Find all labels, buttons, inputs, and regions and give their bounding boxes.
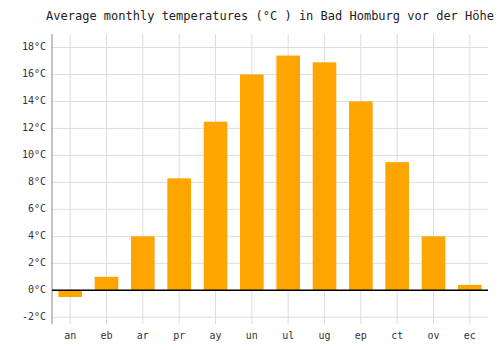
axes: -2°C 0°C 2°C 4°C 6°C 8°C 10°C 12°C 14°C 16°C 18°C a… [22,34,476,341]
grid [52,34,488,324]
page: {"chart_data": {"type": "bar", "title": … [0,0,500,350]
x-tick-label: pr [173,330,185,341]
bar [95,277,119,290]
bar [458,285,482,290]
y-tick-label: 14°C [22,95,46,106]
x-tick-label: ct [391,330,403,341]
bar [204,122,228,291]
bar [422,236,446,290]
x-tick-label: ar [137,330,149,341]
y-grid-line [52,74,488,75]
bar [385,162,409,290]
y-tick-label: 2°C [28,257,46,268]
y-tick-label: 8°C [28,176,46,187]
x-tick-label: ul [282,330,294,341]
y-tick-label: 18°C [22,41,46,52]
x-tick-label: an [64,330,76,341]
bar [58,290,82,297]
y-tick-label: 12°C [22,122,46,133]
y-tick-label: 4°C [28,230,46,241]
y-grid-line [52,128,488,129]
y-grid-line [52,155,488,156]
x-grid-line [469,34,470,324]
y-axis-line [52,34,53,324]
y-grid-line [52,101,488,102]
y-grid-line [52,317,488,318]
x-grid-line [70,34,71,324]
y-tick-label: -2°C [22,311,46,322]
y-tick-label: 16°C [22,68,46,79]
bar [167,178,191,290]
bar [131,236,155,290]
x-tick-label: un [246,330,258,341]
y-tick-label: 0°C [28,284,46,295]
x-tick-label: ug [318,330,330,341]
y-tick-label: 10°C [22,149,46,160]
bars [58,56,481,297]
y-grid-line [52,47,488,48]
x-tick-label: eb [100,330,112,341]
x-tick-label: ep [355,330,367,341]
y-grid-line [52,209,488,210]
chart: -2°C 0°C 2°C 4°C 6°C 8°C 10°C 12°C 14°C 16°C 18°C a… [0,0,500,350]
x-tick-label: ay [209,330,221,341]
bar [349,101,373,290]
y-grid-line [52,182,488,183]
y-tick-label: 6°C [28,203,46,214]
y-grid-line [52,290,488,291]
zero-line [52,290,488,292]
x-tick-label: ov [427,330,439,341]
title: Average monthly temperatures (°C ) in Ba… [46,9,494,23]
bar [276,56,300,291]
x-tick-label: ec [464,330,476,341]
bar [240,74,264,290]
bar [313,62,337,290]
